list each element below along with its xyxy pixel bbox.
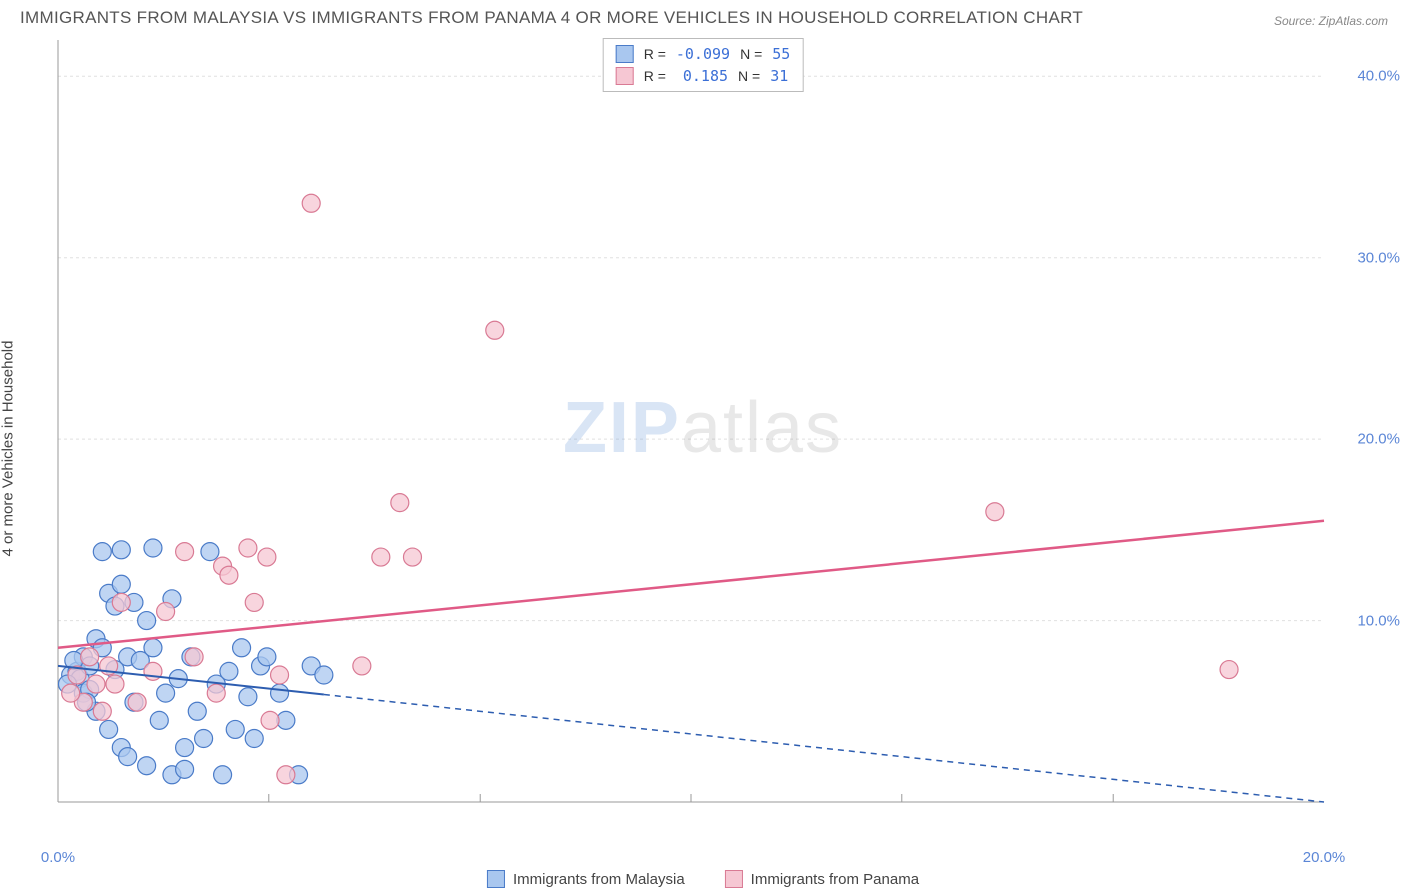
y-tick-label: 30.0% [1357,249,1400,266]
chart-title: IMMIGRANTS FROM MALAYSIA VS IMMIGRANTS F… [20,8,1083,28]
y-tick-label: 10.0% [1357,612,1400,629]
r-value: -0.099 [676,43,730,65]
swatch-icon [616,45,634,63]
x-tick-label: 20.0% [1303,849,1346,866]
y-tick-label: 20.0% [1357,431,1400,448]
stats-row: R = 0.185 N = 31 [616,65,791,87]
x-tick-label: 0.0% [41,849,75,866]
r-value: 0.185 [676,65,728,87]
n-label: N = [740,43,762,65]
source-label: Source: ZipAtlas.com [1274,14,1388,28]
scatter-chart [50,36,1390,836]
bottom-legend: Immigrants from Malaysia Immigrants from… [487,870,919,888]
swatch-icon [487,870,505,888]
stats-row: R = -0.099 N = 55 [616,43,791,65]
n-label: N = [738,65,760,87]
legend-label: Immigrants from Malaysia [513,871,685,888]
n-value: 31 [770,65,788,87]
chart-area [50,36,1390,836]
r-label: R = [644,43,666,65]
legend-item: Immigrants from Panama [725,870,919,888]
legend-label: Immigrants from Panama [751,871,919,888]
n-value: 55 [772,43,790,65]
legend-item: Immigrants from Malaysia [487,870,685,888]
swatch-icon [725,870,743,888]
stats-legend: R = -0.099 N = 55 R = 0.185 N = 31 [603,38,804,92]
r-label: R = [644,65,666,87]
swatch-icon [616,67,634,85]
y-tick-label: 40.0% [1357,68,1400,85]
y-axis-label: 4 or more Vehicles in Household [0,341,17,557]
